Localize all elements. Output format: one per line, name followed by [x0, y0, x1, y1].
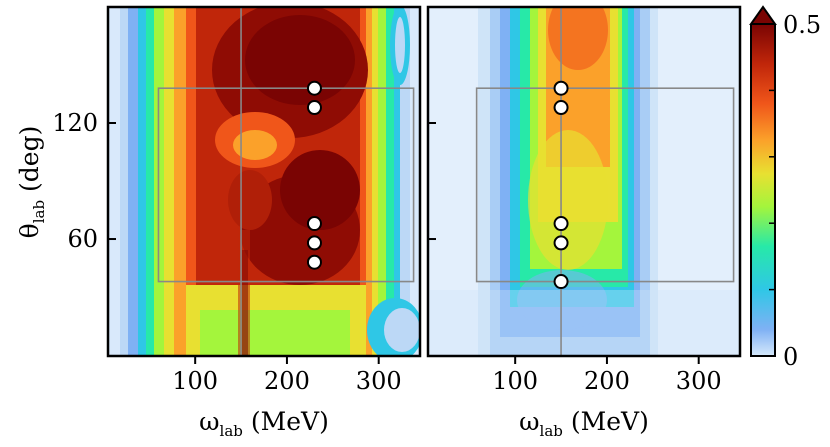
colorbar-max-label: 0.5: [783, 11, 821, 39]
data-point: [306, 100, 322, 116]
data-point: [306, 235, 322, 251]
colorbar-minor-ticks: [769, 89, 775, 291]
x-tick-label: 200: [584, 367, 630, 395]
colorbar-extend-arrow: [749, 5, 777, 25]
y-ticks-right: [428, 122, 436, 241]
region-box: [475, 87, 735, 283]
x-axis-label-left: ωlab (MeV): [199, 407, 329, 440]
colorbar-min-label: 0: [783, 343, 798, 371]
y-axis-label: θlab(deg): [15, 126, 48, 239]
x-tick-label: 200: [264, 367, 310, 395]
x-axis-label-right: ωlab (MeV): [519, 407, 649, 440]
colorbar-frame: [750, 24, 776, 357]
heatmap-left: [108, 7, 420, 356]
data-point: [306, 80, 322, 96]
panel-right: 100 200 300: [426, 5, 742, 395]
y-ticks-left: 60 120: [52, 109, 116, 253]
colorbar: 0.5 0: [749, 5, 821, 371]
data-point: [553, 80, 569, 96]
y-tick-label: 120: [52, 109, 98, 137]
x-tick-label: 300: [356, 367, 402, 395]
data-point: [553, 235, 569, 251]
data-point: [553, 216, 569, 232]
region-box: [157, 87, 415, 283]
panel-right-frame: [426, 5, 742, 358]
x-tick-label: 100: [492, 367, 538, 395]
x-tick-label: 100: [172, 367, 218, 395]
panel-left-frame: [106, 5, 422, 358]
data-point: [553, 274, 569, 290]
x-ticks-left: 100 200 300: [172, 356, 402, 395]
x-tick-label: 300: [676, 367, 722, 395]
y-tick-label: 60: [67, 225, 98, 253]
x-ticks-right: 100 200 300: [492, 356, 722, 395]
data-point: [306, 254, 322, 270]
data-point: [553, 100, 569, 116]
data-point: [306, 216, 322, 232]
overlay-right: [475, 7, 735, 356]
colorbar-gradient: [751, 24, 775, 356]
heatmap-right: [428, 7, 740, 356]
panel-left: 60 120 100 200 300: [52, 5, 422, 395]
overlay-left: [157, 7, 415, 356]
